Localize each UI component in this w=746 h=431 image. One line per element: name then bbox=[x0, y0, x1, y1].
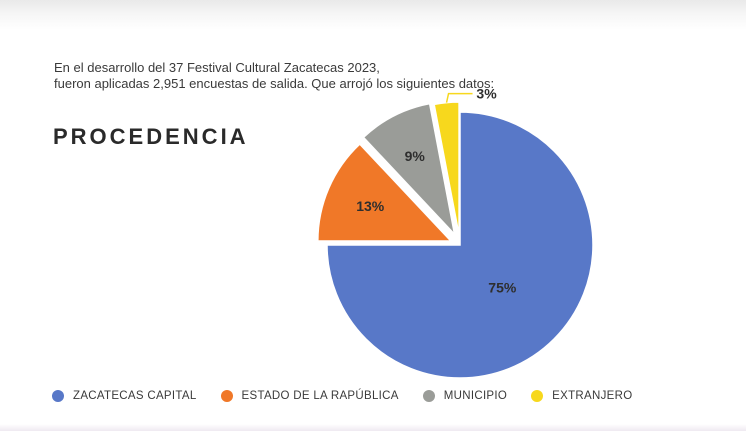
slice-estado-republica bbox=[317, 143, 453, 242]
legend-swatch bbox=[52, 390, 64, 402]
legend-label: EXTRANJERO bbox=[552, 390, 633, 402]
intro-line-1: En el desarrollo del 37 Festival Cultura… bbox=[54, 60, 380, 75]
label-municipio: 9% bbox=[405, 148, 426, 164]
slice-zacatecas-capital bbox=[326, 111, 594, 379]
legend-swatch bbox=[422, 390, 435, 402]
legend-label: ESTADO DE LA RAPÚBLICA bbox=[241, 390, 399, 402]
label-extranjero: 3% bbox=[476, 86, 497, 102]
legend-swatch bbox=[220, 390, 233, 402]
legend-extranjero: EXTRANJERO bbox=[531, 390, 632, 402]
legend-label: MUNICIPIO bbox=[443, 390, 508, 402]
legend: ZACATECAS CAPITAL ESTADO DE LA RAPÚBLICA M… bbox=[52, 390, 656, 402]
legend-municipio: MUNICIPIO bbox=[422, 390, 508, 402]
bottom-rule bbox=[0, 424, 746, 431]
label-zacatecas-capital: 75% bbox=[488, 279, 517, 295]
label-estado-republica: 13% bbox=[356, 198, 385, 214]
chart-title: PROCEDENCIA bbox=[53, 124, 249, 149]
slice-municipio bbox=[362, 102, 456, 237]
legend-zacatecas-capital: ZACATECAS CAPITAL bbox=[52, 390, 197, 402]
legend-estado-republica: ESTADO DE LA RAPÚBLICA bbox=[220, 390, 399, 402]
legend-swatch bbox=[531, 390, 544, 402]
leader-line-extranjero bbox=[445, 92, 473, 103]
intro-line-2: fueron aplicadas 2,951 encuestas de sali… bbox=[54, 76, 495, 91]
intro-text: En el desarrollo del 37 Festival Cultura… bbox=[54, 60, 654, 92]
legend-label: ZACATECAS CAPITAL bbox=[73, 390, 197, 402]
